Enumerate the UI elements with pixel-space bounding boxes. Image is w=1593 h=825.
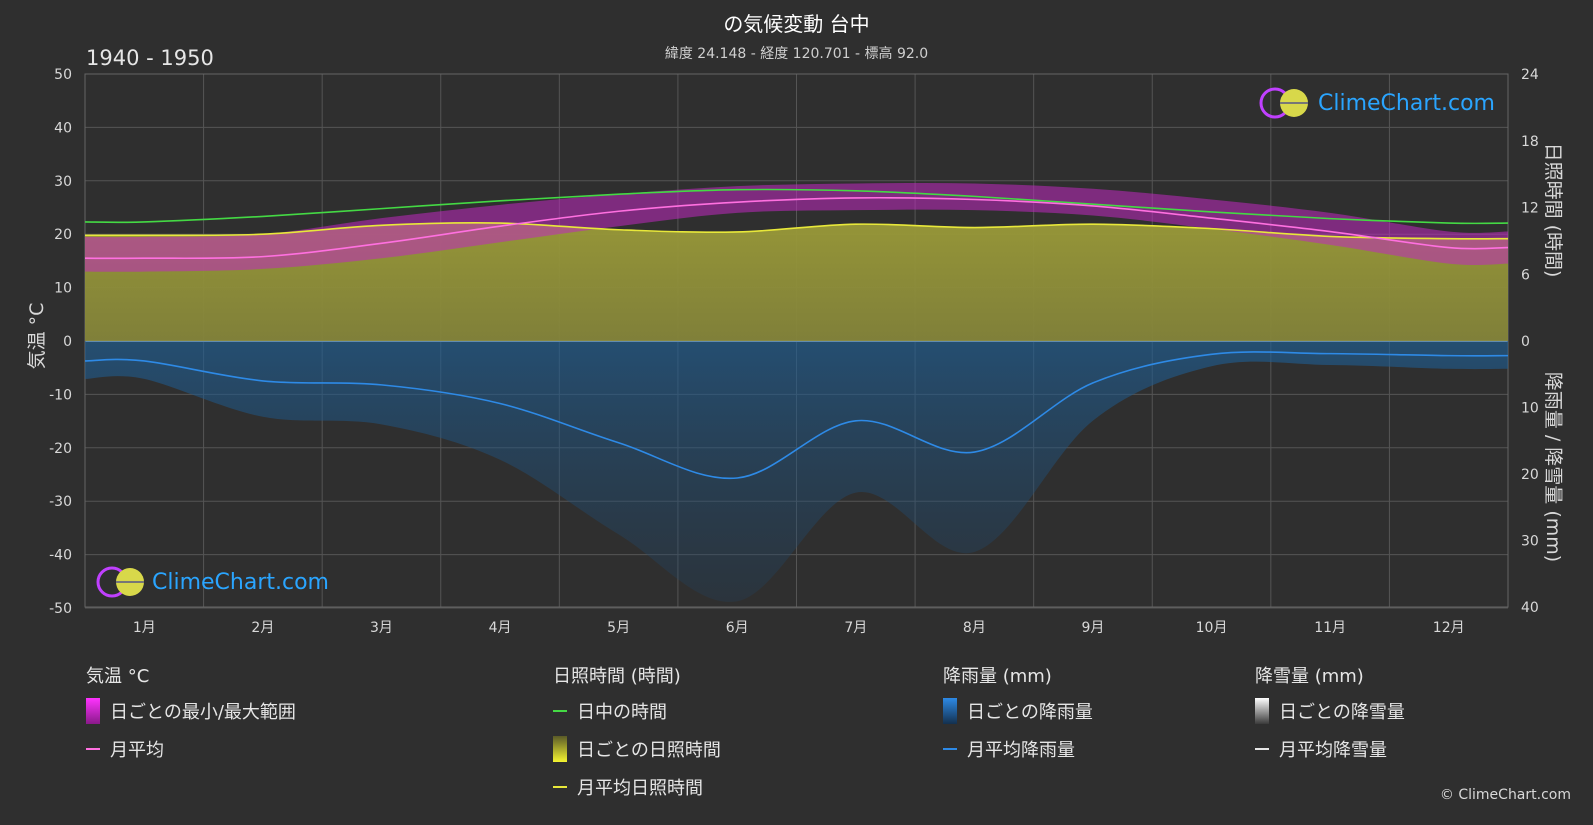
month-tick-label: 5月 xyxy=(607,620,630,636)
series-line xyxy=(84,351,1509,480)
left-tick-label: 10 xyxy=(54,281,72,297)
chart-subtitle: 緯度 24.148 - 経度 120.701 - 標高 92.0 xyxy=(664,46,929,62)
legend-snow: 降雪量 (mm) 日ごとの降雪量 月平均降雪量 xyxy=(1255,662,1405,768)
month-tick-label: 12月 xyxy=(1433,620,1465,636)
month-tick-label: 8月 xyxy=(963,620,986,636)
copyright: © ClimeChart.com xyxy=(1439,787,1571,803)
month-tick-label: 2月 xyxy=(251,620,274,636)
legend-label: 日ごとの日照時間 xyxy=(577,740,721,761)
legend-label: 日ごとの降雪量 xyxy=(1279,702,1405,723)
left-tick-label: 40 xyxy=(54,120,72,136)
legend-item: 日ごとの最小/最大範囲 xyxy=(86,692,296,730)
left-tick-label: -20 xyxy=(49,441,72,457)
legend-label: 日ごとの降雨量 xyxy=(967,702,1093,723)
legend-item: 日中の時間 xyxy=(553,692,721,730)
left-tick-label: -30 xyxy=(49,494,72,510)
axis-ticks: 50 40 30 20 10 0 -10 -20 -30 -40 -50 24 18 12 6 0 10 20 30… xyxy=(49,67,1539,636)
legend-label: 月平均 xyxy=(110,740,164,761)
climechart-logo-icon xyxy=(96,566,144,598)
snow-avg-swatch xyxy=(1255,748,1269,750)
period-label: 1940 - 1950 xyxy=(86,46,214,70)
legend-label: 月平均日照時間 xyxy=(577,778,703,799)
brand-name: ClimeChart.com xyxy=(1318,90,1495,116)
series-line xyxy=(84,222,1509,240)
month-tick-label: 9月 xyxy=(1081,620,1104,636)
snow-daily-swatch xyxy=(1255,698,1269,724)
left-tick-label: 0 xyxy=(63,334,72,350)
right-top-tick-label: 6 xyxy=(1521,267,1530,283)
right-bottom-tick-label: 20 xyxy=(1521,467,1539,483)
right-top-tick-label: 0 xyxy=(1521,334,1530,350)
legend-label: 月平均降雨量 xyxy=(967,740,1075,761)
chart-areas xyxy=(85,182,1508,602)
temp-range-swatch xyxy=(86,698,100,724)
legend-title: 降雪量 (mm) xyxy=(1255,666,1364,687)
legend-item: 月平均降雨量 xyxy=(943,730,1093,768)
legend-title: 気温 °C xyxy=(86,666,150,687)
legend-item: 月平均 xyxy=(86,730,296,768)
series-line xyxy=(84,188,1509,225)
legend-label: 月平均降雪量 xyxy=(1279,740,1387,761)
right-bottom-tick-label: 30 xyxy=(1521,534,1539,550)
month-tick-label: 3月 xyxy=(370,620,393,636)
legend-rain: 降雨量 (mm) 日ごとの降雨量 月平均降雨量 xyxy=(943,662,1093,768)
left-tick-label: 30 xyxy=(54,174,72,190)
brand-name: ClimeChart.com xyxy=(152,569,329,595)
month-tick-label: 11月 xyxy=(1314,620,1346,636)
rain-avg-swatch xyxy=(943,748,957,750)
brand-logo-bottom[interactable]: ClimeChart.com xyxy=(96,565,329,599)
brand-logo-top[interactable]: ClimeChart.com xyxy=(1258,86,1495,120)
sunshine-avg-swatch xyxy=(553,786,567,788)
legend-item: 月平均降雪量 xyxy=(1255,730,1405,768)
month-tick-label: 1月 xyxy=(133,620,156,636)
daily-sunshine-area xyxy=(85,222,1508,341)
chart-title: の気候変動 台中 xyxy=(723,12,870,36)
right-bottom-tick-label: 40 xyxy=(1521,600,1539,616)
legend-label: 日中の時間 xyxy=(577,702,667,723)
legend-item: 月平均日照時間 xyxy=(553,768,721,806)
month-tick-label: 6月 xyxy=(726,620,749,636)
legend-label: 日ごとの最小/最大範囲 xyxy=(110,702,296,723)
chart-lines xyxy=(84,188,1509,480)
left-tick-label: -50 xyxy=(49,601,72,617)
right-bottom-axis-label: 降雨量 / 降雪量 (mm) xyxy=(1542,372,1564,562)
right-top-tick-label: 12 xyxy=(1521,201,1539,217)
left-tick-label: 50 xyxy=(54,67,72,83)
month-tick-label: 7月 xyxy=(844,620,867,636)
month-tick-label: 4月 xyxy=(489,620,512,636)
rain-daily-swatch xyxy=(943,698,957,724)
sunshine-daily-swatch xyxy=(553,736,567,762)
right-top-tick-label: 18 xyxy=(1521,134,1539,150)
legend-sunshine: 日照時間 (時間) 日中の時間 日ごとの日照時間 月平均日照時間 xyxy=(553,662,721,806)
left-tick-label: -10 xyxy=(49,387,72,403)
right-bottom-tick-label: 10 xyxy=(1521,401,1539,417)
legend-title: 日照時間 (時間) xyxy=(553,666,681,687)
legend-item: 日ごとの降雪量 xyxy=(1255,692,1405,730)
daylight-swatch xyxy=(553,710,567,712)
legend-title: 降雨量 (mm) xyxy=(943,666,1052,687)
legend-item: 日ごとの降雨量 xyxy=(943,692,1093,730)
right-top-tick-label: 24 xyxy=(1521,67,1539,83)
daily-rain-area xyxy=(85,341,1508,602)
climechart-logo-icon xyxy=(1259,87,1308,119)
left-tick-label: 20 xyxy=(54,227,72,243)
temp-range-band xyxy=(85,182,1508,272)
left-tick-label: -40 xyxy=(49,548,72,564)
temp-avg-swatch xyxy=(86,748,100,750)
left-axis-label: 気温 °C xyxy=(26,303,48,370)
month-tick-label: 10月 xyxy=(1196,620,1228,636)
legend-item: 日ごとの日照時間 xyxy=(553,730,721,768)
series-line xyxy=(84,196,1509,260)
legend-temperature: 気温 °C 日ごとの最小/最大範囲 月平均 xyxy=(86,662,296,768)
right-top-axis-label: 日照時間 (時間) xyxy=(1542,143,1564,278)
